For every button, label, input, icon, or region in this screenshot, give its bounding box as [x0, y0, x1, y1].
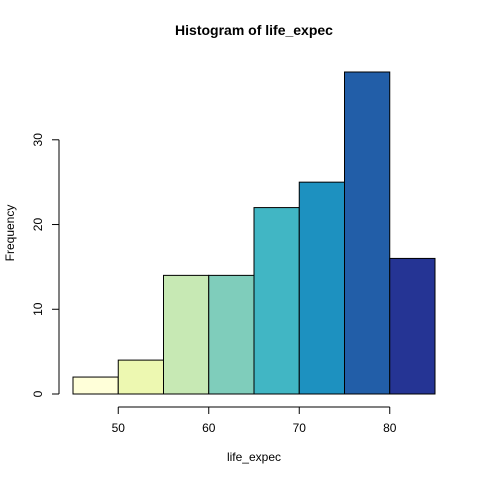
y-tick-label: 30: [31, 133, 45, 147]
histogram-bar-65-70: [253, 207, 300, 395]
y-tick-label: 10: [31, 302, 45, 316]
x-tick-label: 70: [293, 421, 307, 435]
chart-title: Histogram of life_expec: [175, 22, 333, 38]
histogram-bar-75-80: [344, 71, 391, 395]
y-tick-label: 0: [31, 390, 45, 397]
x-tick-label: 50: [112, 421, 126, 435]
x-axis: 50 60 70 80: [112, 406, 397, 435]
histogram-bar-60-65: [208, 274, 255, 395]
histogram-bar-45-50: [72, 376, 119, 395]
x-tick-label: 80: [383, 421, 397, 435]
y-axis: 0 10 20 30: [31, 133, 60, 397]
y-tick-label: 20: [31, 218, 45, 232]
y-axis-label: Frequency: [3, 205, 17, 262]
histogram-bar-80-85: [389, 257, 436, 395]
x-axis-label: life_expec: [227, 450, 281, 464]
histogram-bar-70-75: [298, 181, 345, 395]
histogram-bar-50-55: [117, 359, 164, 395]
histogram-bar-55-60: [163, 274, 210, 395]
bars-group: [72, 71, 436, 395]
x-tick-label: 60: [202, 421, 216, 435]
